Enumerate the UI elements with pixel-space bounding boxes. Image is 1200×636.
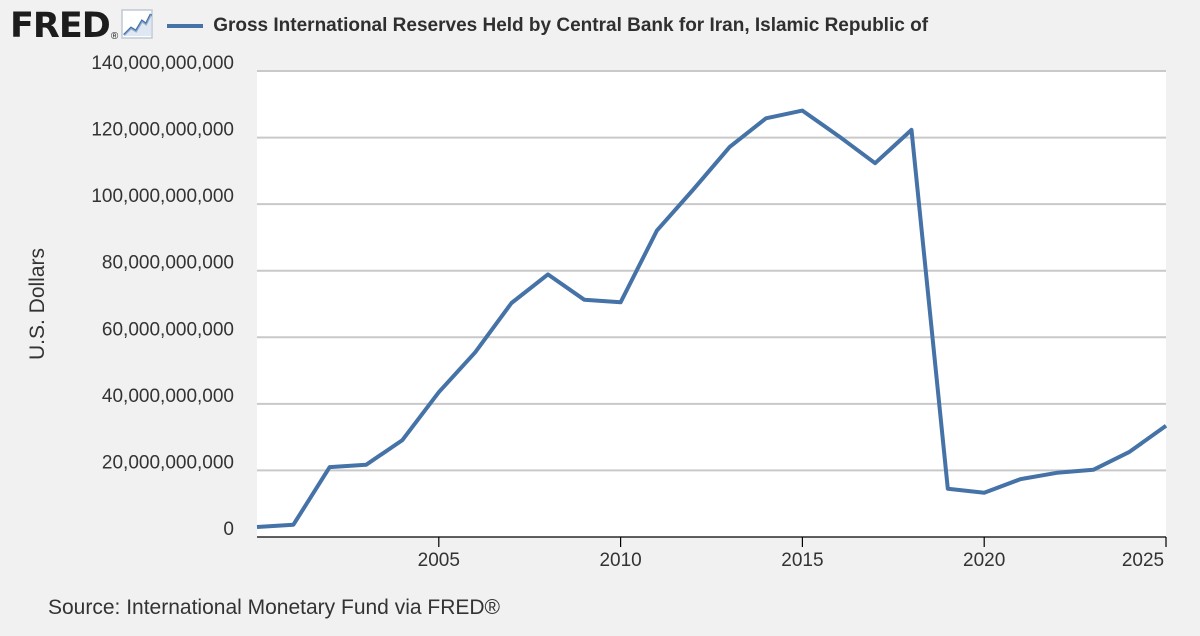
x-tick-label: 2025 bbox=[1122, 550, 1164, 571]
y-tick-label: 120,000,000,000 bbox=[91, 120, 234, 141]
x-tick-label: 2020 bbox=[963, 550, 1005, 571]
y-axis-tick-labels: 0 20,000,000,000 40,000,000,000 60,000,000,… bbox=[91, 53, 234, 540]
x-axis-tick-labels: 2005 2010 2015 2020 2025 bbox=[418, 550, 1164, 571]
chart-title: Gross International Reserves Held by Cen… bbox=[213, 15, 929, 36]
y-tick-label: 20,000,000,000 bbox=[102, 452, 234, 473]
legend-series-swatch bbox=[167, 24, 204, 28]
plot-area bbox=[257, 71, 1166, 537]
series-line[interactable] bbox=[256, 108, 1168, 529]
header: FRED ® Gross International Reserves Held… bbox=[10, 6, 928, 46]
source-note: Source: International Monetary Fund via … bbox=[48, 596, 501, 619]
y-tick-label: 0 bbox=[223, 519, 234, 540]
y-axis-title: U.S. Dollars bbox=[26, 248, 49, 360]
registered-mark: ® bbox=[110, 31, 119, 42]
y-tick-label: 60,000,000,000 bbox=[102, 319, 234, 340]
x-axis-tick-marks bbox=[438, 537, 1167, 547]
x-tick-label: 2010 bbox=[599, 550, 641, 571]
grid-lines bbox=[257, 70, 1166, 472]
x-tick-label: 2015 bbox=[781, 550, 823, 571]
y-tick-label: 100,000,000,000 bbox=[91, 186, 234, 207]
y-tick-label: 140,000,000,000 bbox=[91, 53, 234, 74]
fred-logo[interactable]: FRED bbox=[10, 5, 111, 46]
y-tick-label: 80,000,000,000 bbox=[102, 253, 234, 274]
fred-graph-icon bbox=[121, 8, 153, 44]
x-tick-label: 2005 bbox=[418, 550, 460, 571]
y-tick-label: 40,000,000,000 bbox=[102, 386, 234, 407]
